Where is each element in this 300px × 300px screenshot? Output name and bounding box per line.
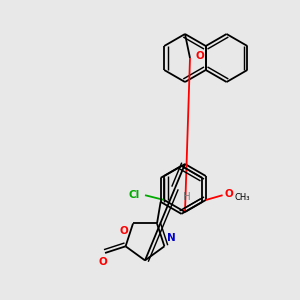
Text: O: O xyxy=(99,257,107,267)
Text: CH₃: CH₃ xyxy=(235,193,250,202)
Text: O: O xyxy=(119,226,128,236)
Text: N: N xyxy=(167,233,176,243)
Text: O: O xyxy=(196,51,205,61)
Text: H: H xyxy=(183,192,191,202)
Text: Cl: Cl xyxy=(129,190,140,200)
Text: O: O xyxy=(225,189,233,199)
